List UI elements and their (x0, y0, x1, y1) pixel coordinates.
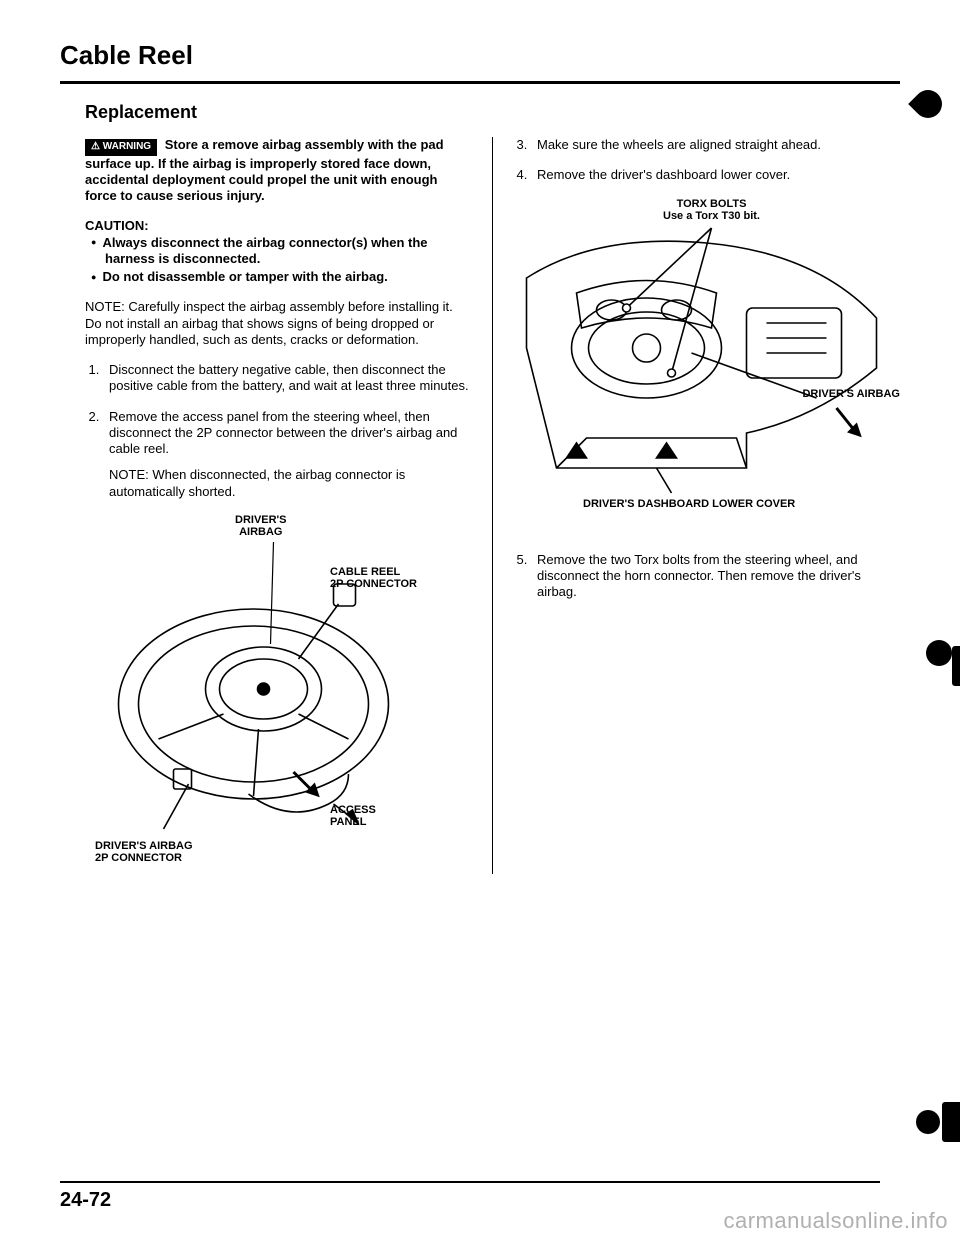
dashboard-icon (513, 198, 900, 538)
caution-list: Always disconnect the airbag connector(s… (91, 235, 472, 286)
dashboard-diagram: TORX BOLTSUse a Torx T30 bit. DRIVER'S A… (513, 198, 900, 538)
warning-block: ⚠ WARNING Store a remove airbag assembly… (85, 137, 472, 204)
watermark: carmanualsonline.info (723, 1208, 948, 1234)
steering-wheel-diagram: DRIVER'SAIRBAG CABLE REEL2P CONNECTOR AC… (85, 514, 472, 874)
caution-heading: CAUTION: (85, 218, 472, 234)
right-steps-b: Remove the two Torx bolts from the steer… (531, 552, 900, 601)
right-steps-a: Make sure the wheels are aligned straigh… (531, 137, 900, 184)
punch-hole-icon (926, 640, 952, 666)
label-drivers-airbag: DRIVER'SAIRBAG (235, 514, 287, 538)
step-4: Remove the driver's dashboard lower cove… (531, 167, 900, 183)
label-torx-bolts: TORX BOLTSUse a Torx T30 bit. (663, 198, 760, 222)
steps-list: Disconnect the battery negative cable, t… (103, 362, 472, 500)
step-note: NOTE: When disconnected, the airbag conn… (109, 467, 472, 500)
step-1: Disconnect the battery negative cable, t… (103, 362, 472, 395)
label-lower-cover: DRIVER'S DASHBOARD LOWER COVER (583, 498, 795, 510)
warning-icon: ⚠ WARNING (85, 139, 157, 156)
divider (60, 81, 900, 84)
label-access-panel: ACCESSPANEL (330, 804, 376, 828)
label-drivers-airbag-right: DRIVER'S AIRBAG (802, 388, 900, 400)
caution-item: Do not disassemble or tamper with the ai… (91, 269, 472, 285)
page-title: Cable Reel (60, 40, 900, 71)
step-5: Remove the two Torx bolts from the steer… (531, 552, 900, 601)
label-drivers-airbag-connector: DRIVER'S AIRBAG2P CONNECTOR (95, 840, 193, 864)
step-2: Remove the access panel from the steerin… (103, 409, 472, 500)
punch-hole-icon (952, 646, 960, 686)
step-text: Remove the access panel from the steerin… (109, 409, 457, 457)
step-text: Disconnect the battery negative cable, t… (109, 362, 469, 393)
section-title: Replacement (60, 102, 900, 123)
caution-item: Always disconnect the airbag connector(s… (91, 235, 472, 268)
punch-hole-icon (942, 1102, 960, 1142)
note-text: NOTE: Carefully inspect the airbag assem… (85, 299, 472, 348)
step-3: Make sure the wheels are aligned straigh… (531, 137, 900, 153)
label-cable-reel-connector: CABLE REEL2P CONNECTOR (330, 566, 417, 590)
punch-hole-icon (916, 1110, 940, 1134)
